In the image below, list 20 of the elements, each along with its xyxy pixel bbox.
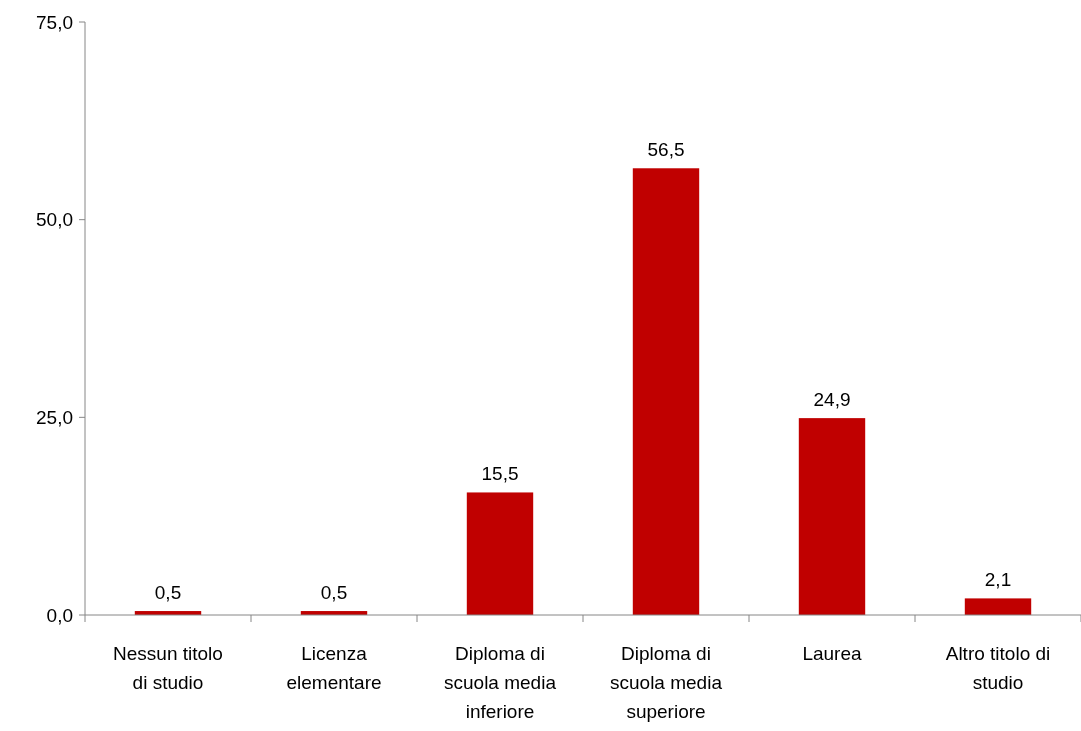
x-tick-label: Diploma di scuola media inferiore bbox=[444, 643, 557, 722]
data-label: 24,9 bbox=[813, 389, 851, 411]
x-tick-label: Altro titolo di studio bbox=[945, 643, 1051, 693]
bar bbox=[466, 492, 534, 615]
y-tick-label: 50,0 bbox=[36, 209, 73, 231]
data-label: 15,5 bbox=[481, 463, 519, 485]
y-tick-label: 0,0 bbox=[46, 604, 73, 626]
bar bbox=[632, 168, 700, 615]
x-tick-label: Diploma di scuola media superiore bbox=[610, 643, 723, 722]
bar bbox=[798, 418, 866, 615]
x-tick-label: Nessun titolo di studio bbox=[113, 643, 223, 693]
data-label: 2,1 bbox=[984, 569, 1012, 591]
data-label: 0,5 bbox=[154, 582, 182, 604]
y-tick-label: 25,0 bbox=[36, 406, 73, 428]
bar bbox=[964, 598, 1032, 615]
x-tick-label: Laurea bbox=[802, 643, 863, 664]
data-label: 56,5 bbox=[647, 139, 685, 161]
y-tick-label: 75,0 bbox=[36, 11, 73, 33]
data-label: 0,5 bbox=[320, 582, 348, 604]
x-tick-label: Licenza elementare bbox=[286, 643, 382, 693]
